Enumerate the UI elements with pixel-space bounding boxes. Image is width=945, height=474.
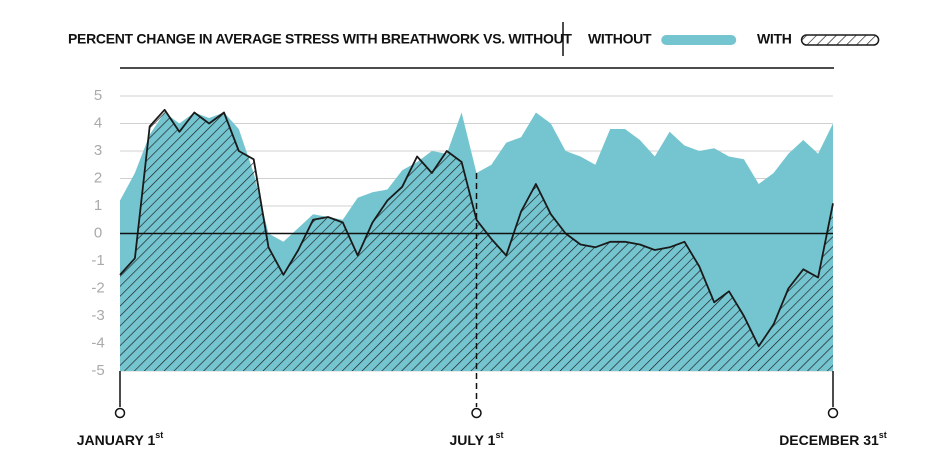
y-tick-label: 4 — [94, 114, 102, 131]
plot-area: -5 -4 -3 -2 -1 0 1 2 3 4 5 JANUARY 1st JULY 1st DECEM… — [77, 87, 887, 448]
y-tick-label: 0 — [94, 224, 102, 241]
legend-swatch — [800, 34, 880, 46]
y-tick-label: -5 — [91, 362, 104, 379]
x-tick-label: JANUARY 1st — [77, 430, 164, 447]
y-tick-label: -4 — [91, 334, 104, 351]
y-tick-label: -2 — [91, 279, 104, 296]
x-marker — [827, 407, 839, 419]
area — [120, 109, 833, 372]
y-tick-label: -3 — [91, 307, 104, 324]
legend-swatch — [661, 35, 737, 45]
legend: WITHOUT WITH — [588, 31, 880, 47]
legend-label: WITHOUT — [588, 31, 652, 47]
y-tick-label: 2 — [94, 169, 102, 186]
y-tick-label: 1 — [94, 197, 102, 214]
legend-label: WITH — [757, 31, 792, 47]
x-tick-label: DECEMBER 31st — [779, 430, 887, 447]
chart-title: PERCENT CHANGE IN AVERAGE STRESS WITH BR… — [68, 31, 572, 47]
line — [119, 108, 834, 348]
x-tick-label: JULY 1st — [450, 430, 504, 447]
y-tick-label: 3 — [94, 142, 102, 159]
y-tick-label: 5 — [94, 87, 102, 104]
x-marker — [471, 407, 482, 419]
x-marker — [114, 407, 126, 419]
y-tick-label: -1 — [91, 252, 104, 269]
